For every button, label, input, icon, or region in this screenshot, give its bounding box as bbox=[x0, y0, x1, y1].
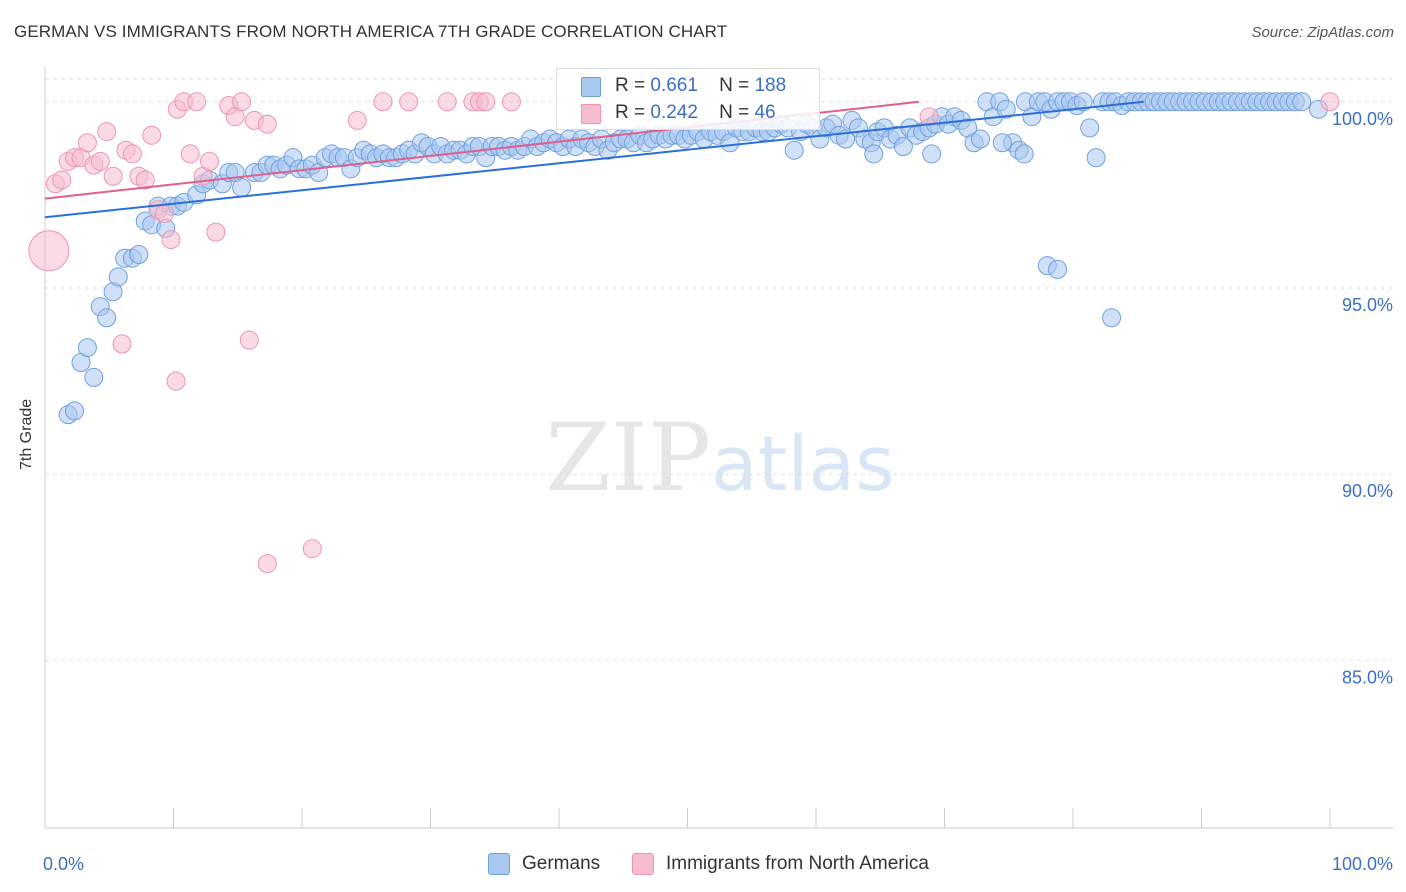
data-point-immigrants bbox=[501, 92, 521, 112]
data-point-germans bbox=[108, 267, 128, 287]
data-point-immigrants bbox=[77, 133, 97, 153]
data-point-immigrants bbox=[52, 170, 72, 190]
legend-label-immigrants: Immigrants from North America bbox=[666, 853, 929, 874]
data-point-germans bbox=[893, 136, 913, 156]
data-point-immigrants bbox=[180, 144, 200, 164]
legend-r-label: R = bbox=[615, 102, 646, 123]
data-point-immigrants bbox=[199, 151, 219, 171]
data-point-immigrants bbox=[142, 125, 162, 145]
data-point-immigrants bbox=[161, 230, 181, 250]
data-point-immigrants bbox=[399, 92, 419, 112]
data-point-germans bbox=[1073, 92, 1093, 112]
data-point-germans bbox=[992, 133, 1012, 153]
y-tick-label: 90.0% bbox=[1342, 481, 1393, 501]
data-point-germans bbox=[77, 338, 97, 358]
data-point-germans bbox=[84, 367, 104, 387]
data-point-germans bbox=[129, 244, 149, 264]
data-point-germans bbox=[784, 140, 804, 160]
data-point-germans bbox=[1102, 308, 1122, 328]
data-point-immigrants bbox=[347, 110, 367, 130]
data-point-germans bbox=[922, 144, 942, 164]
legend-swatch-blue bbox=[581, 77, 601, 97]
legend-n-label: N = bbox=[719, 102, 750, 123]
legend-swatch-pink bbox=[632, 853, 654, 875]
watermark: ZIPatlas bbox=[545, 404, 894, 513]
data-point-germans bbox=[1048, 259, 1068, 279]
data-point-immigrants bbox=[476, 92, 496, 112]
data-point-immigrants bbox=[112, 334, 132, 354]
data-point-immigrants bbox=[166, 371, 186, 391]
legend-swatch-pink bbox=[581, 104, 601, 124]
data-point-germans bbox=[65, 401, 85, 421]
data-point-immigrants bbox=[257, 554, 277, 574]
data-point-immigrants bbox=[135, 170, 155, 190]
data-point-immigrants bbox=[97, 122, 117, 142]
legend-r-label: R = bbox=[615, 75, 646, 96]
data-point-germans bbox=[232, 177, 252, 197]
data-point-germans bbox=[1014, 144, 1034, 164]
data-point-immigrants bbox=[919, 107, 939, 127]
data-point-immigrants bbox=[257, 114, 277, 134]
data-point-immigrants bbox=[122, 144, 142, 164]
data-point-immigrants bbox=[1320, 92, 1340, 112]
data-point-germans bbox=[1080, 118, 1100, 138]
y-tick-label: 85.0% bbox=[1342, 667, 1393, 687]
data-point-germans bbox=[1086, 148, 1106, 168]
legend-n-value: 46 bbox=[754, 102, 776, 123]
data-point-germans bbox=[996, 99, 1016, 119]
data-point-germans bbox=[1292, 92, 1312, 112]
x-tick-label: 100.0% bbox=[1332, 854, 1393, 874]
data-point-immigrants bbox=[437, 92, 457, 112]
data-point-germans bbox=[864, 144, 884, 164]
legend-swatch-blue bbox=[488, 853, 510, 875]
source-label: Source: ZipAtlas.com bbox=[1251, 24, 1394, 41]
data-point-immigrants bbox=[155, 204, 175, 224]
legend-n-value: 188 bbox=[754, 75, 787, 96]
data-point-germans bbox=[970, 129, 990, 149]
data-point-immigrants bbox=[103, 166, 123, 186]
data-point-immigrants bbox=[90, 151, 110, 171]
legend-r-value: 0.242 bbox=[650, 102, 698, 123]
series-legend: Germans Immigrants from North America bbox=[0, 852, 1406, 878]
legend-label-germans: Germans bbox=[522, 853, 601, 874]
x-tick-label: 0.0% bbox=[43, 854, 84, 874]
y-tick-label: 95.0% bbox=[1342, 295, 1393, 315]
data-point-germans bbox=[97, 308, 117, 328]
chart-title: GERMAN VS IMMIGRANTS FROM NORTH AMERICA … bbox=[14, 22, 728, 41]
trend-line-germans bbox=[44, 100, 1144, 219]
data-point-immigrants bbox=[187, 92, 207, 112]
data-point-immigrants bbox=[373, 92, 393, 112]
data-point-immigrants bbox=[232, 92, 252, 112]
data-point-immigrants bbox=[239, 330, 259, 350]
data-point-immigrants bbox=[302, 539, 322, 559]
correlation-legend: R = 0.661 N = 188 R = 0.242 N = 46 bbox=[556, 68, 820, 130]
legend-n-label: N = bbox=[719, 75, 750, 96]
data-point-immigrants bbox=[28, 230, 70, 272]
data-point-immigrants bbox=[206, 222, 226, 242]
y-tick-label: 100.0% bbox=[1332, 109, 1393, 129]
legend-r-value: 0.661 bbox=[650, 75, 698, 96]
